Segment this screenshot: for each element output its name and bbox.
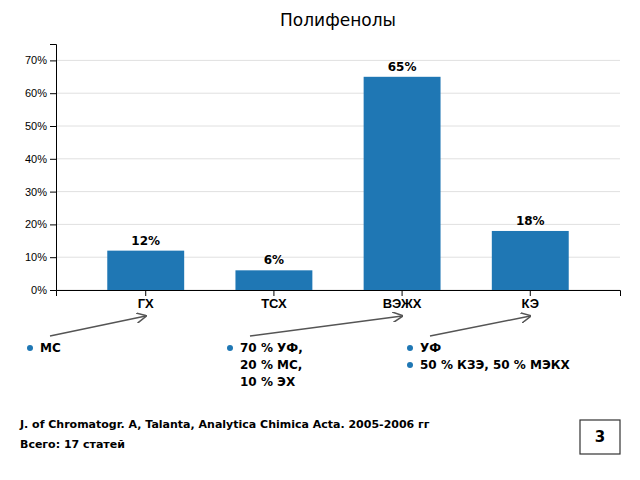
annotations: МС 70 % УФ, 20 % МС, 10 % ЭХ УФ 50 % КЗЭ, 50 … xyxy=(19,316,620,454)
bar xyxy=(235,270,312,290)
y-tick-label: 10% xyxy=(25,251,47,263)
y-tick-mark xyxy=(50,224,56,225)
grid-line xyxy=(56,93,620,94)
y-tick: 60% xyxy=(25,87,56,99)
y-axis-line xyxy=(50,45,57,291)
chart: Полифенолы 12% 6% 65% 18% 0% 10% 20% 30% 40% 50% 60… xyxy=(0,0,640,480)
y-tick-label: 40% xyxy=(25,153,47,165)
grid-line xyxy=(56,60,620,61)
bullet xyxy=(227,345,233,351)
y-tick: 30% xyxy=(25,186,56,198)
title: Полифенолы xyxy=(280,10,396,30)
x-axis-line xyxy=(57,291,621,297)
y-tick: 10% xyxy=(25,251,56,263)
y-tick-label: 20% xyxy=(25,218,47,230)
y-tick-label: 60% xyxy=(25,87,47,99)
arrow xyxy=(250,316,402,336)
y-tick-mark xyxy=(50,257,56,258)
source-note: Всего: 17 статей xyxy=(20,438,125,451)
arrow xyxy=(430,316,530,336)
bars xyxy=(107,77,568,290)
x-tick-mark xyxy=(273,290,274,296)
y-tick-mark xyxy=(50,60,56,61)
annotation: 70 % УФ, xyxy=(240,341,303,355)
annotation: 10 % ЭХ xyxy=(240,375,296,389)
x-tick: ВЭЖХ xyxy=(383,290,422,311)
y-tick-mark xyxy=(50,93,56,94)
annotation: УФ xyxy=(420,341,441,355)
page-box xyxy=(580,420,620,454)
x-tick: КЭ xyxy=(522,290,539,311)
y-tick-label: 30% xyxy=(25,186,47,198)
y-tick-mark xyxy=(50,126,56,127)
x-tick-label: ВЭЖХ xyxy=(383,296,422,311)
y-tick: 50% xyxy=(25,120,56,132)
data-labels: 12% 6% 65% 18% xyxy=(131,60,544,268)
grid-line xyxy=(56,191,620,192)
x-tick-label: ТСХ xyxy=(261,296,287,311)
data-label: 65% xyxy=(388,60,417,74)
grid-line xyxy=(56,126,620,127)
grid-line xyxy=(56,158,620,159)
x-tick-mark xyxy=(530,290,531,296)
y-tick-mark xyxy=(50,290,56,291)
bar xyxy=(364,77,441,290)
y-tick: 0% xyxy=(31,284,56,296)
data-label: 18% xyxy=(516,214,545,228)
y-tick-label: 70% xyxy=(25,54,47,66)
data-label: 12% xyxy=(131,234,160,248)
arrow xyxy=(50,316,146,336)
x-tick-label: ГХ xyxy=(138,296,154,311)
y-axis: 0% 10% 20% 30% 40% 50% 60% 70% xyxy=(25,45,57,297)
y-tick: 40% xyxy=(25,153,56,165)
x-tick-mark xyxy=(145,290,146,296)
y-tick-mark xyxy=(50,159,56,160)
grid xyxy=(56,60,620,290)
bullet xyxy=(407,345,413,351)
bullet xyxy=(27,345,33,351)
bullet xyxy=(407,362,413,368)
x-tick-label: КЭ xyxy=(522,296,539,311)
page-number: 3 xyxy=(595,428,605,446)
bar xyxy=(492,231,569,290)
annotation: МС xyxy=(40,341,61,355)
source-note: J. of Chromatogr. A, Talanta, Analytica … xyxy=(19,418,430,431)
x-axis: ГХ ТСХ ВЭЖХ КЭ xyxy=(57,290,621,311)
y-tick: 70% xyxy=(25,54,56,66)
y-tick-label: 50% xyxy=(25,120,47,132)
y-tick-label: 0% xyxy=(31,284,47,296)
bar xyxy=(107,251,184,290)
y-tick-mark xyxy=(50,192,56,193)
data-label: 6% xyxy=(264,253,284,267)
x-tick-mark xyxy=(402,290,403,296)
x-tick: ГХ xyxy=(138,290,154,311)
annotation: 50 % КЗЭ, 50 % МЭКХ xyxy=(420,358,571,372)
x-tick: ТСХ xyxy=(261,290,287,311)
y-tick: 20% xyxy=(25,218,56,230)
annotation: 20 % МС, xyxy=(240,358,302,372)
